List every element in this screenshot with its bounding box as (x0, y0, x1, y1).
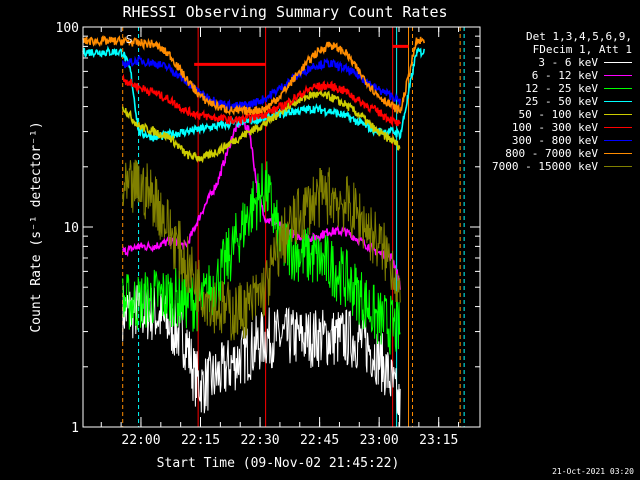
series-line (121, 73, 401, 127)
series-line (122, 159, 401, 341)
legend-entry: 3 - 6 keV (538, 56, 632, 69)
series-line (82, 45, 425, 142)
legend-entry: 6 - 12 keV (532, 69, 632, 82)
x-axis-label: Start Time (09-Nov-02 21:45:22) (157, 456, 400, 471)
legend-entry-label: 12 - 25 keV (525, 82, 598, 95)
y-axis-label: Count Rate (s⁻¹ detector⁻¹) (29, 121, 44, 332)
legend-entry-label: 100 - 300 keV (511, 121, 598, 134)
series-line (121, 116, 401, 290)
legend-entry: 7000 - 15000 keV (492, 160, 632, 173)
chart-title: RHESSI Observing Summary Count Rates (122, 3, 447, 21)
legend-header-line-2: FDecim 1, Att 1 (532, 43, 632, 56)
series-line (121, 89, 401, 164)
legend-swatch (604, 114, 632, 115)
y-tick-label: 100 (56, 21, 79, 36)
x-tick-label: 23:15 (419, 433, 458, 448)
legend-swatch (604, 140, 632, 141)
legend-swatch (604, 127, 632, 128)
legend-swatch (604, 88, 632, 89)
legend-entry: 800 - 7000 keV (505, 147, 632, 160)
legend-entry-label: 7000 - 15000 keV (492, 160, 598, 173)
legend-entry: 12 - 25 keV (525, 82, 632, 95)
y-tick-label: 1 (71, 421, 79, 436)
series-line (122, 161, 401, 355)
y-tick-label: 10 (63, 221, 79, 236)
legend-swatch (604, 153, 632, 154)
legend-entry: 100 - 300 keV (512, 121, 632, 134)
x-tick-label: 22:45 (300, 433, 339, 448)
legend-entry: 25 - 50 keV (525, 95, 632, 108)
legend-swatch (604, 166, 632, 167)
legend-header-line-1: Det 1,3,4,5,6,9, (526, 30, 632, 43)
legend-entry-label: 6 - 12 keV (531, 69, 598, 82)
x-tick-label: 22:30 (240, 433, 279, 448)
x-tick-label: 23:00 (360, 433, 399, 448)
legend-swatch (604, 101, 632, 102)
legend-entry-label: 50 - 100 keV (518, 108, 598, 121)
legend-swatch (604, 75, 632, 76)
series-line (121, 55, 401, 111)
series-line (82, 34, 425, 116)
start-marker-label: S (126, 33, 133, 46)
series-line (122, 285, 401, 428)
x-tick-label: 22:15 (181, 433, 220, 448)
legend-entry-label: 300 - 800 keV (511, 134, 598, 147)
x-tick-label: 22:00 (121, 433, 160, 448)
legend-entry-label: 3 - 6 keV (538, 56, 598, 69)
legend-entry-label: 800 - 7000 keV (505, 147, 598, 160)
legend-entry-label: 25 - 50 keV (525, 95, 598, 108)
legend-entry: 50 - 100 keV (519, 108, 632, 121)
legend-swatch (604, 62, 632, 63)
generation-date: 21-Oct-2021 03:20 (552, 467, 634, 476)
legend-entry: 300 - 800 keV (512, 134, 632, 147)
